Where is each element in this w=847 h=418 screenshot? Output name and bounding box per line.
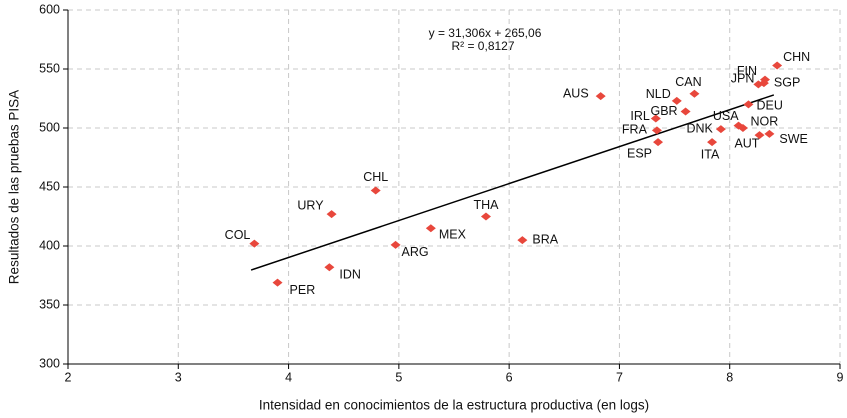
point-label: USA (713, 109, 739, 123)
point-label: BRA (532, 232, 558, 246)
point (772, 61, 783, 70)
point (370, 186, 381, 195)
point (653, 138, 664, 147)
x-tick-label: 5 (395, 370, 402, 384)
trendline (250, 94, 775, 271)
point-label: DNK (686, 121, 713, 135)
point (737, 124, 748, 132)
point-label: AUS (563, 86, 589, 100)
point-label: NOR (750, 114, 778, 128)
point-label: ARG (402, 245, 429, 259)
x-tick-label: 4 (285, 370, 292, 384)
y-tick-label: 450 (39, 179, 60, 193)
point (326, 210, 337, 219)
point (517, 236, 528, 245)
point-label: THA (473, 198, 499, 212)
point (249, 239, 260, 248)
y-tick-label: 400 (39, 238, 60, 252)
x-axis-title: Intensidad en conocimientos de la estruc… (259, 398, 649, 413)
point (272, 278, 283, 287)
y-axis-title: Resultados de las pruebas PISA (7, 90, 22, 284)
point (324, 263, 335, 272)
point-label: DEU (756, 99, 782, 113)
point-label: PER (290, 283, 316, 297)
point-label: JPN (731, 72, 755, 86)
point (764, 129, 775, 138)
y-tick-label: 500 (39, 120, 60, 134)
point (480, 212, 491, 221)
x-tick-label: 8 (726, 370, 733, 384)
y-tick-label: 600 (39, 2, 60, 16)
point-label: URY (297, 198, 324, 212)
point (425, 224, 436, 233)
point (707, 138, 718, 147)
point-label: ESP (627, 146, 652, 160)
point (758, 79, 769, 88)
y-tick-label: 550 (39, 61, 60, 75)
y-tick-label: 350 (39, 297, 60, 311)
point-label: GBR (651, 104, 678, 118)
point-label: FRA (622, 123, 648, 137)
point (743, 100, 754, 109)
point-label: CHL (363, 170, 388, 184)
point (715, 125, 726, 134)
point (595, 92, 606, 101)
point (671, 96, 682, 105)
point-label: COL (225, 228, 251, 242)
point (651, 126, 662, 135)
point (680, 107, 691, 116)
point-label: CAN (675, 75, 701, 89)
x-tick-label: 7 (616, 370, 623, 384)
point-label: IRL (630, 109, 650, 123)
point (754, 131, 765, 140)
point-label: MEX (439, 228, 467, 242)
point (689, 89, 700, 98)
point-label: IDN (339, 268, 361, 282)
point-label: SGP (774, 75, 800, 89)
point-label: AUT (734, 136, 759, 150)
point (390, 240, 401, 249)
x-tick-label: 6 (506, 370, 513, 384)
x-tick-label: 9 (837, 370, 844, 384)
equation: y = 31,306x + 265,06 (429, 26, 542, 40)
point-label: FIN (737, 64, 757, 78)
point-label: SWE (779, 132, 807, 146)
r-squared: R² = 0,8127 (451, 39, 514, 53)
point-label: NLD (646, 87, 671, 101)
point (650, 114, 661, 123)
point-label: CHN (783, 50, 810, 64)
y-tick-label: 300 (39, 356, 60, 370)
x-tick-label: 3 (175, 370, 182, 384)
point-label: ITA (701, 147, 720, 161)
x-tick-label: 2 (65, 370, 72, 384)
